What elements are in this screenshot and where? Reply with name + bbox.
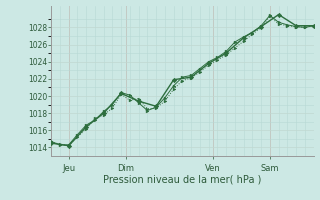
X-axis label: Pression niveau de la mer( hPa ): Pression niveau de la mer( hPa ) bbox=[103, 174, 261, 184]
